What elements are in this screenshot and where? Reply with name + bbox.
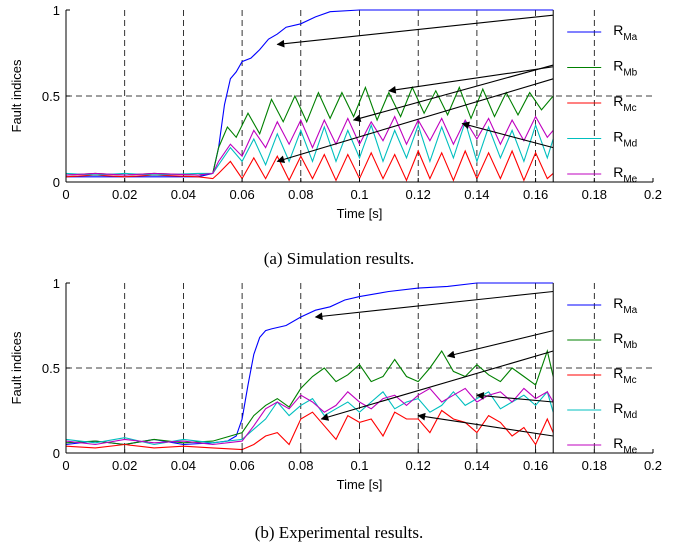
legend-label-mc: RMc — [613, 93, 636, 114]
legend-subscript: Me — [623, 174, 637, 185]
series-line-mc — [65, 409, 554, 451]
annotation-arrow — [276, 14, 554, 48]
legend-symbol: R — [613, 330, 623, 346]
legend-symbol: R — [613, 164, 623, 180]
y-axis-label: Fault indices — [9, 59, 24, 132]
series-line-mc — [65, 149, 554, 182]
x-tick-label: 0.2 — [644, 187, 662, 202]
y-tick-label: 0 — [53, 175, 60, 190]
legend-subscript: Mc — [623, 103, 636, 114]
legend-label-ma: RMa — [613, 22, 637, 43]
x-tick-label: 0.04 — [171, 187, 196, 202]
x-tick-label: 0.16 — [523, 458, 548, 473]
x-tick-label: 0.02 — [112, 458, 137, 473]
x-tick-label: 0.06 — [229, 458, 254, 473]
series-line-ma — [65, 282, 554, 446]
legend-label-md: RMd — [613, 129, 637, 150]
annotation-arrow — [461, 121, 554, 149]
legend-label-me: RMe — [613, 435, 637, 456]
series-line-md — [65, 119, 554, 176]
x-tick-label: 0.06 — [229, 187, 254, 202]
chart-caption: (b) Experimental results. — [255, 523, 424, 542]
y-tick-label: 0.5 — [42, 89, 60, 104]
x-tick-label: 0.18 — [582, 187, 607, 202]
legend-label-ma: RMa — [613, 295, 637, 316]
annotation-arrow — [476, 391, 554, 403]
x-tick-label: 0.08 — [288, 187, 313, 202]
x-tick-label: 0.1 — [350, 187, 368, 202]
series-line-md — [65, 390, 554, 446]
x-tick-label: 0.18 — [582, 458, 607, 473]
y-tick-label: 0 — [53, 446, 60, 461]
annotation-arrow — [314, 290, 554, 321]
x-tick-label: 0.1 — [350, 458, 368, 473]
series-line-mb — [65, 349, 554, 446]
legend-label-mb: RMb — [613, 330, 637, 351]
legend-label-mb: RMb — [613, 58, 637, 79]
legend-label-mc: RMc — [613, 365, 636, 386]
legend-symbol: R — [613, 365, 623, 381]
legend-subscript: Me — [623, 445, 637, 456]
legend-subscript: Ma — [623, 305, 637, 316]
annotation-arrow — [446, 330, 554, 359]
legend-subscript: Md — [623, 139, 637, 150]
y-tick-label: 0.5 — [42, 361, 60, 376]
series-line-ma — [66, 9, 554, 178]
legend-subscript: Md — [623, 410, 637, 421]
annotation-arrow — [276, 78, 554, 164]
legend-symbol: R — [613, 129, 623, 145]
x-axis-label: Time [s] — [337, 477, 383, 492]
legend-symbol: R — [613, 435, 623, 451]
legend-subscript: Mb — [623, 340, 637, 351]
x-tick-label: 0.16 — [523, 187, 548, 202]
series-line-mb — [65, 85, 554, 176]
x-tick-label: 0.04 — [171, 458, 196, 473]
x-tick-label: 0.12 — [406, 187, 431, 202]
y-axis-label: Fault indices — [9, 331, 24, 404]
annotation-arrow — [417, 412, 554, 437]
x-tick-label: 0.12 — [406, 458, 431, 473]
legend-symbol: R — [613, 93, 623, 109]
series-line-me — [65, 387, 554, 446]
x-tick-label: 0.02 — [112, 187, 137, 202]
legend-subscript: Ma — [623, 32, 637, 43]
y-tick-label: 1 — [53, 3, 60, 18]
x-tick-label: 0.14 — [464, 458, 489, 473]
legend-subscript: Mc — [623, 375, 636, 386]
y-tick-label: 1 — [53, 276, 60, 291]
annotation-arrow — [352, 64, 554, 122]
legend-symbol: R — [613, 400, 623, 416]
x-tick-label: 0.08 — [288, 458, 313, 473]
series-line-me — [65, 115, 554, 176]
legend-symbol: R — [613, 58, 623, 74]
x-tick-label: 0.14 — [464, 187, 489, 202]
legend-subscript: Mb — [623, 68, 637, 79]
x-tick-label: 0.2 — [644, 458, 662, 473]
legend-label-me: RMe — [613, 164, 637, 185]
legend-label-md: RMd — [613, 400, 637, 421]
x-tick-label: 0 — [62, 458, 69, 473]
x-axis-label: Time [s] — [337, 206, 383, 221]
legend-symbol: R — [613, 295, 623, 311]
annotation-arrow — [388, 66, 554, 94]
legend-symbol: R — [613, 22, 623, 38]
annotation-arrow — [320, 350, 554, 421]
x-tick-label: 0 — [62, 187, 69, 202]
chart-caption: (a) Simulation results. — [264, 249, 415, 268]
